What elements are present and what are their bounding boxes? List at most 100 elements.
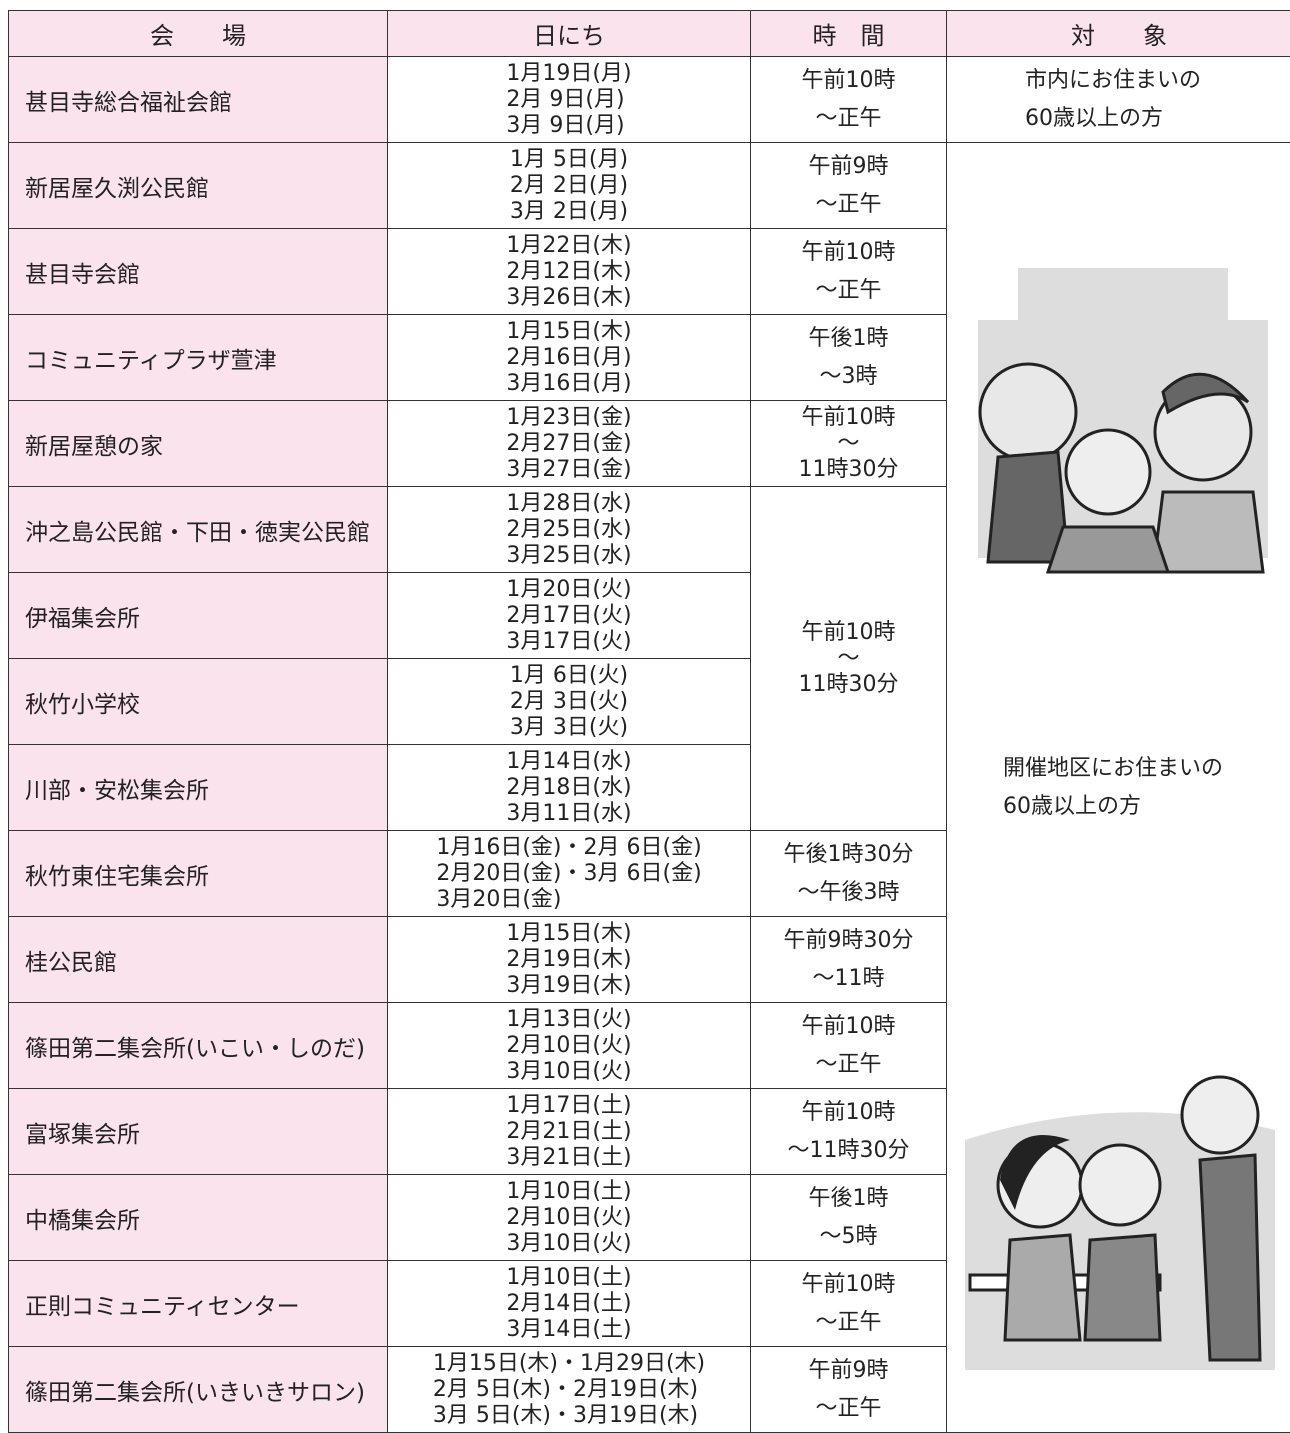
time-cell: 午前10時～11時30分 — [750, 400, 947, 487]
cell-text: 1月 6日(火) 2月 3日(火) 3月 3日(火) — [510, 663, 628, 741]
venue-cell: 甚目寺総合福祉会館 — [8, 56, 388, 143]
text-line: 1月15日(木) — [506, 318, 632, 344]
cell-text: 1月14日(水) 2月18日(水) 3月11日(水) — [506, 749, 631, 827]
illustration-elderly-bench — [965, 1075, 1275, 1370]
time-cell: 午後1時 ～3時 — [750, 314, 947, 401]
time-cell: 午前10時 ～正午 — [750, 56, 947, 143]
cell-text: 午前9時 ～正午 — [809, 148, 889, 224]
text-line: 11時30分 — [798, 671, 899, 697]
text-line: ～正午 — [815, 1051, 882, 1077]
text-line: 1月 6日(火) — [509, 662, 629, 688]
text-line: 2月17日(火) — [506, 602, 632, 628]
text-line: 3月11日(水) — [506, 800, 632, 826]
text-line: 3月 9日(月) — [506, 112, 625, 138]
text-line: 3月26日(木) — [506, 284, 632, 310]
illustration-elderly-group — [978, 268, 1268, 574]
text-line: 午前10時 — [801, 67, 896, 93]
text-line: 1月20日(火) — [506, 576, 632, 602]
cell-text: 午前10時 ～正午 — [802, 1008, 896, 1084]
text-line: ～ — [837, 645, 860, 671]
text-line: 2月14日(土) — [506, 1290, 632, 1316]
time-cell: 午前9時 ～正午 — [750, 1346, 947, 1433]
text-line: 3月20日(金) — [436, 886, 562, 912]
text-line: 2月25日(水) — [506, 516, 632, 542]
time-cell: 午前10時 ～正午 — [750, 228, 947, 315]
text-line: 11時30分 — [798, 456, 899, 482]
text-line: 3月25日(水) — [506, 542, 632, 568]
text-line: ～午後3時 — [797, 879, 900, 905]
dates-cell: 1月14日(水) 2月18日(水) 3月11日(水) — [387, 744, 751, 831]
cell-text: 1月15日(木) 2月19日(木) 3月19日(木) — [506, 921, 631, 999]
text-line: 1月13日(火) — [506, 1006, 632, 1032]
venue-cell: 新居屋憩の家 — [8, 400, 388, 487]
cell-text: 午前10時 ～正午 — [802, 1266, 896, 1342]
text-line: 3月 2日(月) — [509, 198, 629, 224]
text-line: 午後1時 — [808, 1185, 889, 1211]
text-line: 2月 9日(月) — [506, 86, 625, 112]
text-line: 午前10時 — [801, 619, 896, 645]
cell-text: 午後1時30分 ～午後3時 — [784, 836, 914, 912]
text-line: 2月 2日(月) — [509, 172, 629, 198]
text-line: ～正午 — [815, 1395, 882, 1421]
text-line: 2月12日(木) — [506, 258, 632, 284]
text-line: 2月 5日(木)・2月19日(木) — [432, 1376, 699, 1402]
cell-text: 開催地区にお住まいの 60歳以上の方 — [947, 750, 1223, 826]
text-line: ～11時30分 — [787, 1137, 910, 1163]
dates-cell: 1月 6日(火) 2月 3日(火) 3月 3日(火) — [387, 658, 751, 745]
text-line: ～ — [837, 430, 860, 456]
cell-text: 1月16日(金)・2月 6日(金) 2月20日(金)・3月 6日(金) 3月20日(… — [436, 835, 701, 913]
text-line: 午後1時 — [808, 325, 889, 351]
text-line: 午前10時 — [801, 1013, 896, 1039]
dates-cell: 1月16日(金)・2月 6日(金) 2月20日(金)・3月 6日(金) 3月20日(… — [387, 830, 751, 917]
text-line: 1月22日(木) — [506, 232, 632, 258]
cell-text: 1月15日(木) 2月16日(月) 3月16日(月) — [506, 319, 631, 397]
text-line: 3月 5日(木)・3月19日(木) — [432, 1402, 699, 1428]
venue-cell: 正則コミュニティセンター — [8, 1260, 388, 1347]
cell-text: 1月19日(月) 2月 9日(月) 3月 9日(月) — [506, 61, 631, 139]
header-cell: 対 象 — [946, 10, 1290, 57]
cell-text: 1月10日(土) 2月14日(土) 3月14日(土) — [506, 1265, 631, 1343]
cell-text: 午前10時 ～正午 — [802, 62, 896, 138]
text-line: 2月20日(金)・3月 6日(金) — [436, 860, 702, 886]
text-line: ～11時 — [812, 965, 885, 991]
text-line: 60歳以上の方 — [1003, 793, 1141, 819]
text-line: 3月19日(木) — [506, 972, 632, 998]
cell-text: 1月15日(木)・1月29日(木) 2月 5日(木)・2月19日(木) 3月 5日(… — [433, 1351, 705, 1429]
dates-cell: 1月22日(木) 2月12日(木) 3月26日(木) — [387, 228, 751, 315]
text-line: 午前10時 — [801, 1099, 896, 1125]
header-cell: 会 場 — [8, 10, 388, 57]
text-line: 午前9時 — [808, 1357, 889, 1383]
dates-cell: 1月15日(木)・1月29日(木) 2月 5日(木)・2月19日(木) 3月 5日(… — [387, 1346, 751, 1433]
venue-cell: 秋竹小学校 — [8, 658, 388, 745]
dates-cell: 1月17日(土) 2月21日(土) 3月21日(土) — [387, 1088, 751, 1175]
venue-cell: 篠田第二集会所(いきいきサロン) — [8, 1346, 388, 1433]
text-line: 2月18日(水) — [506, 774, 632, 800]
dates-cell: 1月 5日(月) 2月 2日(月) 3月 2日(月) — [387, 142, 751, 229]
text-line: 3月27日(金) — [506, 456, 632, 482]
cell-text: 午後1時 ～3時 — [809, 320, 889, 396]
cell-text: 1月28日(水) 2月25日(水) 3月25日(水) — [506, 491, 631, 569]
venue-cell: 桂公民館 — [8, 916, 388, 1003]
time-cell: 午後1時30分 ～午後3時 — [750, 830, 947, 917]
time-cell: 午前9時 ～正午 — [750, 142, 947, 229]
time-cell: 午前10時 ～正午 — [750, 1260, 947, 1347]
text-line: 1月17日(土) — [506, 1092, 632, 1118]
venue-cell: 伊福集会所 — [8, 572, 388, 659]
cell-text: 午後1時 ～5時 — [809, 1180, 889, 1256]
text-line: 1月16日(金)・2月 6日(金) — [436, 834, 702, 860]
target-cell: 市内にお住まいの 60歳以上の方 — [946, 56, 1290, 143]
text-line: ～正午 — [815, 277, 882, 303]
text-line: 1月10日(土) — [506, 1264, 632, 1290]
text-line: 午前10時 — [801, 404, 896, 430]
text-line: 1月28日(水) — [506, 490, 632, 516]
text-line: 3月10日(火) — [506, 1230, 632, 1256]
cell-text: 1月 5日(月) 2月 2日(月) 3月 2日(月) — [510, 147, 628, 225]
dates-cell: 1月15日(木) 2月19日(木) 3月19日(木) — [387, 916, 751, 1003]
text-line: 午前10時 — [801, 1271, 896, 1297]
text-line: ～正午 — [815, 105, 882, 131]
cell-text: 1月23日(金) 2月27日(金) 3月27日(金) — [506, 405, 631, 483]
text-line: 3月16日(月) — [506, 370, 632, 396]
venue-cell: 川部・安松集会所 — [8, 744, 388, 831]
cell-text: 1月17日(土) 2月21日(土) 3月21日(土) — [506, 1093, 631, 1171]
